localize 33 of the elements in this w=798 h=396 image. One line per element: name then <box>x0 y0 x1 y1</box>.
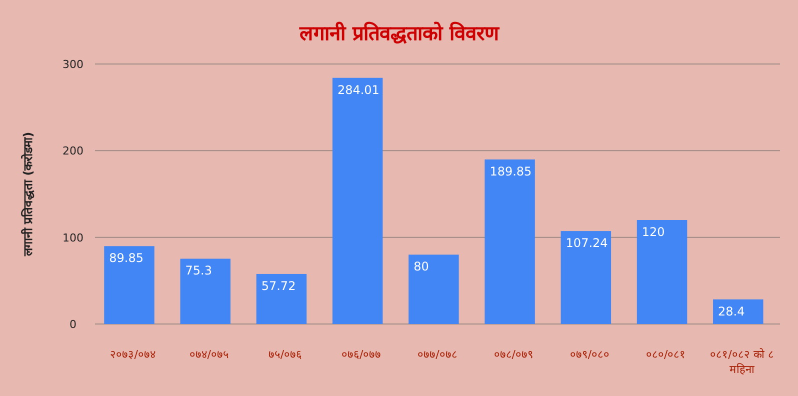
chart-title: लगानी प्रतिवद्धताको विवरण <box>298 21 500 45</box>
data-label: 80 <box>414 260 429 274</box>
bar <box>180 258 230 324</box>
x-tick-label: ०७४/०७५ <box>189 348 230 361</box>
x-tick-label: २०७३/०७४ <box>110 348 156 361</box>
x-tick-label: ७५/०७६ <box>268 348 302 361</box>
bar <box>256 274 307 324</box>
y-tick-label: 300 <box>62 58 84 71</box>
bar <box>636 220 688 324</box>
data-label: 189.85 <box>490 164 532 178</box>
data-label: 120 <box>642 225 665 239</box>
data-label: 89.85 <box>109 251 144 266</box>
data-label: 284.01 <box>337 82 380 97</box>
bar <box>104 246 154 324</box>
x-tick-label: ०८१/०८२ को ८ महिना <box>710 348 774 376</box>
data-label: 75.3 <box>185 264 212 278</box>
bar <box>484 159 535 324</box>
bar <box>408 254 459 324</box>
y-tick-label: 200 <box>62 144 84 158</box>
bar <box>332 78 383 324</box>
x-tick-label: ०७८/०७९ <box>494 348 534 361</box>
y-tick-label: 0 <box>70 318 76 331</box>
data-label: 107.24 <box>566 236 608 250</box>
y-axis-title: लगानी प्रतिवद्धता (करोडमा) <box>21 132 35 258</box>
data-label: 28.4 <box>718 304 745 318</box>
bar <box>560 231 612 324</box>
x-tick-label: ०७६/०७७ <box>342 348 382 361</box>
bar <box>713 299 764 324</box>
x-tick-label: ०८०/०८१ <box>646 348 686 361</box>
x-tick-label: ०७७/०७८ <box>418 348 458 361</box>
x-tick-label: ०७९/०८० <box>570 348 610 361</box>
y-tick-label: 100 <box>62 231 84 244</box>
data-label: 57.72 <box>261 278 296 293</box>
